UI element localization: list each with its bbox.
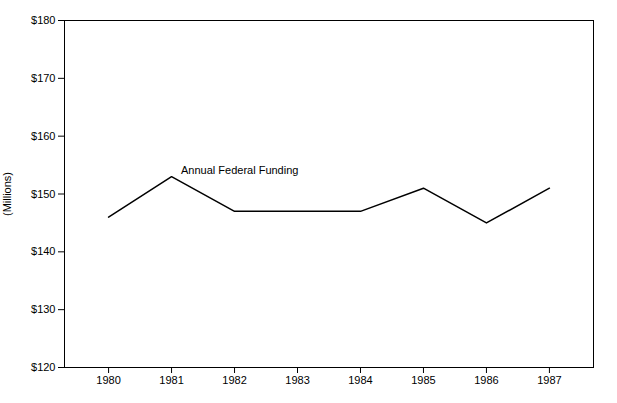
svg-text:1984: 1984	[348, 374, 372, 386]
svg-text:$180: $180	[31, 14, 55, 26]
svg-text:$130: $130	[31, 303, 55, 315]
svg-text:1983: 1983	[285, 374, 309, 386]
svg-text:Annual Federal Funding: Annual Federal Funding	[181, 164, 298, 176]
svg-text:$150: $150	[31, 188, 55, 200]
svg-text:1980: 1980	[96, 374, 120, 386]
svg-text:1985: 1985	[411, 374, 435, 386]
svg-text:(Millions): (Millions)	[1, 172, 13, 216]
svg-text:1981: 1981	[159, 374, 183, 386]
svg-text:1986: 1986	[474, 374, 498, 386]
svg-text:$120: $120	[31, 361, 55, 373]
svg-text:1987: 1987	[537, 374, 561, 386]
svg-text:1982: 1982	[222, 374, 246, 386]
svg-text:$140: $140	[31, 245, 55, 257]
svg-text:$170: $170	[31, 72, 55, 84]
svg-text:$160: $160	[31, 130, 55, 142]
